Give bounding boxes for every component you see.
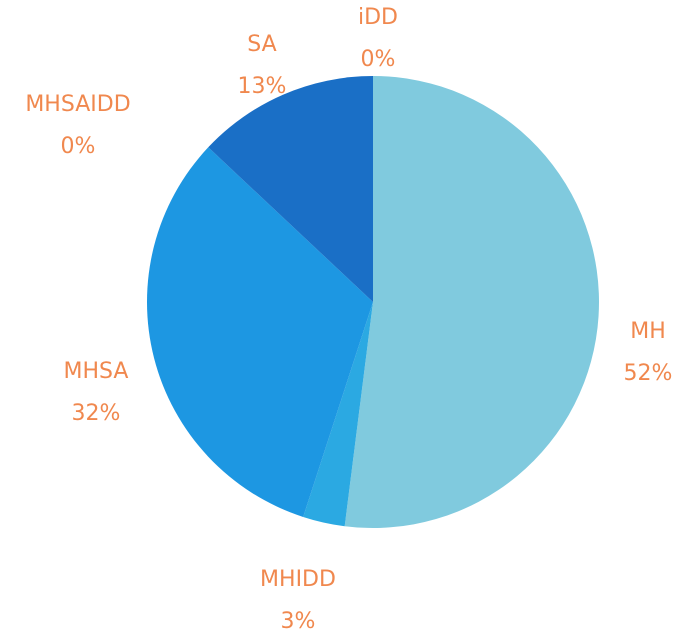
- slice-value-label: 13%: [238, 74, 287, 99]
- slice-label: MH: [630, 319, 666, 344]
- slice-value-label: 0%: [61, 134, 96, 159]
- pie-slice: [208, 76, 373, 302]
- pie-slice: [303, 302, 373, 527]
- pie-slice: [147, 147, 373, 517]
- slice-label: MHIDD: [260, 567, 336, 592]
- slice-label: iDD: [358, 5, 398, 30]
- slice-label: MHSA: [64, 359, 129, 384]
- pie-slice: [344, 76, 600, 528]
- slice-label: MHSAIDD: [25, 92, 130, 117]
- slice-value-label: 3%: [281, 609, 316, 634]
- slice-value-label: 52%: [624, 361, 673, 386]
- slice-label: SA: [247, 32, 276, 57]
- slice-value-label: 0%: [361, 47, 396, 72]
- slice-value-label: 32%: [72, 401, 121, 426]
